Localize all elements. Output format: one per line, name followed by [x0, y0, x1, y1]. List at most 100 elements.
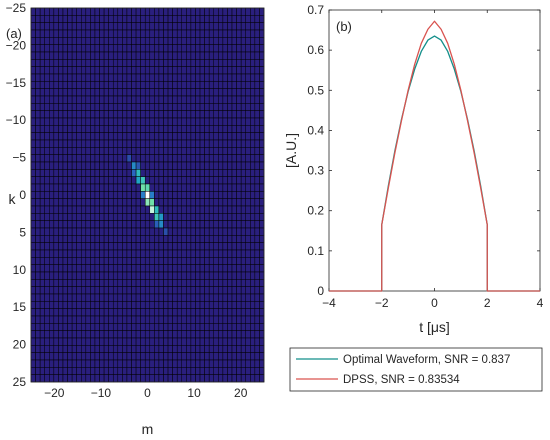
heatmap-cell	[227, 279, 233, 287]
heatmap-cell	[172, 205, 178, 214]
heatmap-cell	[149, 132, 155, 141]
heatmap-cell	[208, 257, 214, 265]
heatmap-cell	[208, 301, 214, 309]
heatmap-cell	[44, 191, 50, 199]
heatmap-cell	[167, 271, 173, 280]
heatmap-cell	[195, 132, 201, 141]
heatmap-cell	[204, 110, 210, 119]
heatmap-cell	[149, 37, 155, 45]
heatmap-cell	[62, 352, 68, 361]
heatmap-cell	[190, 95, 196, 104]
heatmap-cell	[149, 337, 155, 346]
heatmap-cell	[181, 249, 187, 258]
heatmap-cell	[71, 352, 77, 361]
heatmap-cell	[135, 359, 141, 368]
heatmap-cell	[39, 227, 45, 236]
heatmap-cell	[218, 183, 224, 192]
heatmap-cell	[85, 132, 91, 141]
heatmap-cell	[250, 176, 256, 185]
heatmap-cell	[140, 117, 146, 126]
heatmap-cell	[30, 73, 36, 82]
heatmap-cell	[158, 205, 164, 214]
heatmap-cell	[76, 279, 82, 287]
heatmap-cell	[176, 257, 183, 265]
heatmap-cell	[39, 198, 45, 207]
heatmap-cell	[76, 191, 82, 199]
heatmap-cell	[53, 315, 59, 324]
heatmap-cell	[208, 66, 214, 75]
heatmap-cell	[227, 44, 233, 53]
heatmap-cell	[30, 257, 36, 265]
heatmap-cell	[186, 191, 192, 199]
heatmap-cell	[90, 330, 96, 339]
heatmap-cell	[250, 257, 256, 265]
heatmap-cell	[76, 66, 82, 75]
heatmap-cell	[231, 59, 237, 67]
heatmap-cell	[53, 198, 59, 207]
heatmap-cell	[135, 249, 141, 258]
heatmap-cell	[176, 22, 183, 31]
heatmap-cell	[81, 73, 87, 82]
heatmap-cell	[236, 44, 242, 53]
heatmap-cell	[49, 59, 55, 67]
heatmap-cell	[208, 286, 214, 295]
heatmap-cell	[99, 44, 105, 53]
heatmap-cell	[163, 213, 169, 221]
heatmap-cell	[208, 330, 214, 339]
heatmap-cell	[108, 22, 114, 31]
heatmap-cell	[259, 257, 265, 265]
heatmap-cell	[90, 81, 96, 89]
heatmap-cell	[112, 315, 119, 324]
heatmap-cell	[190, 103, 196, 111]
heatmap-cell	[149, 15, 155, 23]
heatmap-cell	[126, 293, 132, 302]
heatmap-cell	[126, 220, 132, 229]
heatmap-cell	[236, 242, 242, 251]
heatmap-cell	[90, 37, 96, 45]
heatmap-cell	[204, 81, 210, 89]
heatmap-cell	[154, 213, 160, 221]
heatmap-cell	[53, 374, 59, 383]
heatmap-cell	[227, 257, 233, 265]
heatmap-cell	[30, 308, 36, 317]
heatmap-cell	[53, 66, 59, 75]
heatmap-cell	[231, 271, 237, 280]
heatmap-cell	[218, 51, 224, 60]
heatmap-cell	[85, 169, 91, 177]
heatmap-cell	[208, 95, 214, 104]
heatmap-cell	[122, 367, 128, 375]
heatmap-cell	[39, 176, 45, 185]
heatmap-cell	[140, 169, 146, 177]
heatmap-cell	[231, 308, 237, 317]
heatmap-cell	[131, 359, 137, 368]
heatmap-cell	[117, 103, 123, 111]
heatmap-cell	[204, 73, 210, 82]
heatmap-cell	[35, 293, 41, 302]
heatmap-cell	[231, 51, 237, 60]
heatmap-cell	[167, 15, 173, 23]
heatmap-cell	[190, 66, 196, 75]
heatmap-cell	[49, 205, 55, 214]
heatmap-cell	[172, 257, 178, 265]
heatmap-cell	[126, 198, 132, 207]
heatmap-cell	[140, 293, 146, 302]
heatmap-cell	[35, 73, 41, 82]
heatmap-cell	[117, 315, 123, 324]
heatmap-cell	[126, 205, 132, 214]
heatmap-cell	[30, 183, 36, 192]
heatmap-cell	[254, 271, 260, 280]
heatmap-cell	[140, 81, 146, 89]
heatmap-cell	[49, 132, 55, 141]
heatmap-cell	[186, 249, 192, 258]
heatmap-cell	[94, 198, 100, 207]
heatmap-cell	[149, 345, 155, 353]
heatmap-cell	[254, 22, 260, 31]
heatmap-cell	[94, 95, 100, 104]
heatmap-cell	[176, 198, 183, 207]
heatmap-cell	[81, 176, 87, 185]
heatmap-cell	[49, 264, 55, 273]
heatmap-cell	[195, 227, 201, 236]
heatmap-cell	[135, 110, 141, 119]
heatmap-cell	[250, 59, 256, 67]
heatmap-cell	[112, 154, 119, 163]
